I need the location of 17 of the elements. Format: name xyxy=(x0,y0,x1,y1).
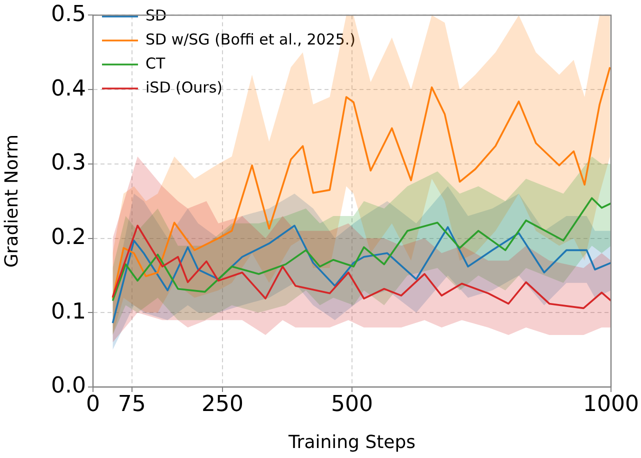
x-tick-label: 0 xyxy=(86,392,100,417)
y-axis-title: Gradient Norm xyxy=(1,134,22,268)
y-tick-label: 0.5 xyxy=(51,2,86,27)
x-tick-label: 250 xyxy=(202,392,244,417)
x-axis-title: Training Steps xyxy=(287,432,416,453)
y-tick-label: 0.0 xyxy=(51,374,86,399)
x-tick-label: 1000 xyxy=(583,392,639,417)
y-tick-label: 0.1 xyxy=(51,299,86,324)
x-tick-label: 500 xyxy=(331,392,373,417)
y-tick-label: 0.3 xyxy=(51,150,86,176)
legend-label: SD xyxy=(146,6,167,24)
y-tick-label: 0.4 xyxy=(51,76,86,102)
legend-label: CT xyxy=(146,54,166,72)
legend-label: SD w/SG (Boffi et al., 2025.) xyxy=(146,30,356,48)
y-tick-label: 0.2 xyxy=(51,225,86,250)
x-tick-label: 75 xyxy=(118,392,146,417)
legend-label: iSD (Ours) xyxy=(146,78,223,96)
